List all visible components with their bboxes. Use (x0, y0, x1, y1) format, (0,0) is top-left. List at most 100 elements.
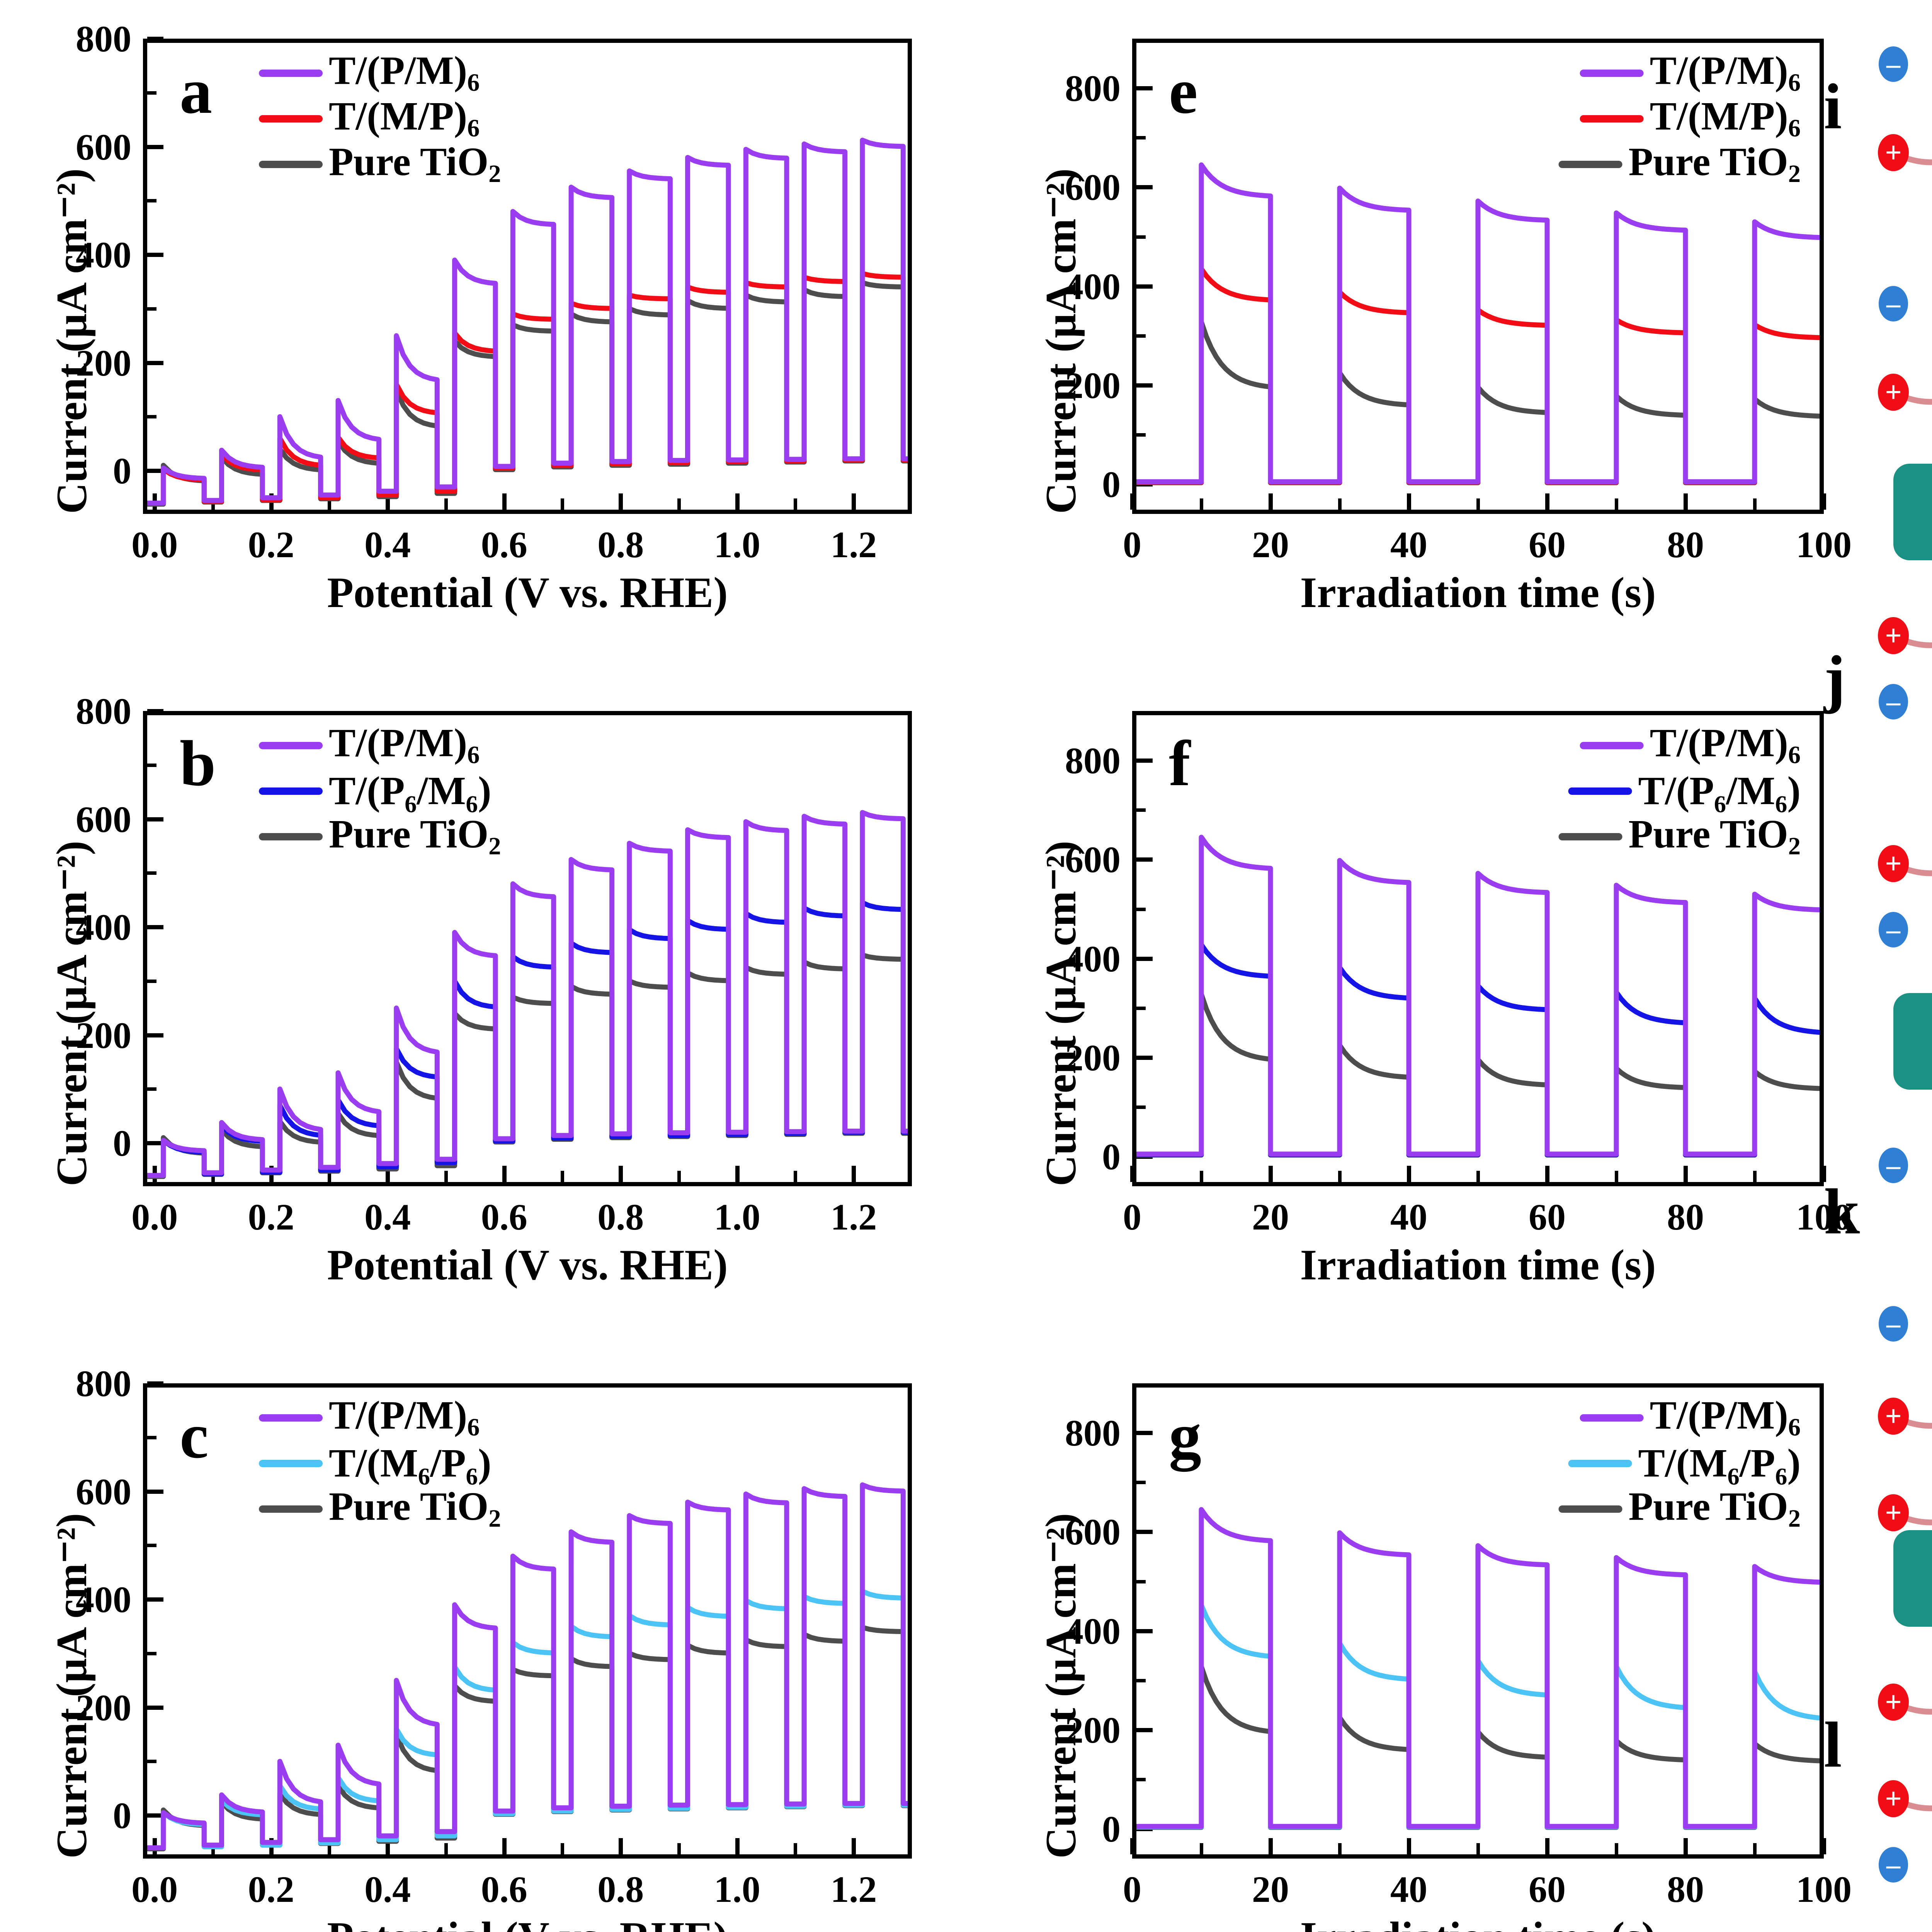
x-major-tick (619, 493, 623, 510)
x-major-tick (619, 1166, 623, 1182)
series-PureTiO (1136, 319, 1820, 485)
y-major-tick (1136, 1055, 1153, 1060)
x-major-tick (386, 493, 390, 510)
anion-icon: – (1879, 1306, 1908, 1342)
legend-item[interactable]: T/(M/P)6 (259, 96, 480, 141)
y-major-tick (147, 1381, 163, 1386)
x-tick-label: 20 (1252, 1196, 1289, 1238)
legend-label-mp6: T/(M/P)6 (1650, 94, 1801, 142)
x-major-tick (852, 493, 856, 510)
leaf-icon (1927, 1295, 1932, 1353)
x-minor-tick (794, 498, 798, 510)
x-major-tick (735, 1166, 740, 1182)
legend-item[interactable]: Pure TiO2 (259, 141, 501, 187)
legend-item[interactable]: T/(P/M)6 (259, 1395, 480, 1440)
x-major-tick (1822, 1166, 1826, 1182)
x-tick-label: 0.2 (248, 1196, 294, 1238)
x-major-tick (386, 1166, 390, 1182)
x-tick-label: 0.2 (248, 524, 294, 565)
x-major-tick (1545, 1838, 1549, 1854)
legend-item[interactable]: T/(M₆/P₆) (1568, 1440, 1801, 1486)
leaf-icon (1927, 1136, 1932, 1194)
x-tick-label: 100 (1796, 1869, 1852, 1910)
legend-swatch-p6m6 (1568, 787, 1632, 795)
legend-label-pure: Pure TiO2 (1628, 812, 1801, 860)
y-minor-tick (147, 1435, 156, 1439)
legend-item[interactable]: Pure TiO2 (1558, 141, 1801, 187)
substrate-block-j: TiO2 NRs (1893, 993, 1932, 1090)
y-major-tick (1136, 857, 1153, 862)
y-minor-tick (1136, 1105, 1146, 1109)
legend-item[interactable]: T/(M/P)6 (1580, 96, 1801, 141)
panel-letter-l: l (1824, 1709, 1842, 1781)
x-minor-tick (1615, 1171, 1618, 1182)
legend-item[interactable]: T/(P/M)6 (1580, 50, 1801, 96)
y-minor-tick (1136, 1679, 1146, 1682)
legend-item[interactable]: T/(M₆/P₆) (259, 1440, 491, 1486)
x-tick-label: 0 (1123, 1869, 1141, 1910)
panel-letter-b: b (180, 728, 216, 799)
x-minor-tick (328, 1171, 332, 1182)
y-minor-tick (1136, 334, 1146, 338)
y-minor-tick (147, 1651, 156, 1655)
legend-item[interactable]: T/(P₆/M₆) (259, 768, 491, 814)
x-major-tick (852, 1166, 856, 1182)
legend-item[interactable]: T/(P/M)6 (259, 723, 480, 768)
cation-icon: + (1878, 134, 1909, 171)
x-tick-label: 0.8 (597, 524, 644, 565)
x-tick-label: 1.2 (830, 1869, 877, 1910)
x-minor-tick (1200, 1171, 1203, 1182)
cation-icon: + (1878, 1398, 1909, 1435)
x-tick-label: 0.8 (597, 1196, 644, 1238)
x-tick-label: 0.0 (131, 1196, 178, 1238)
x-tick-label: 0.4 (364, 1196, 411, 1238)
y-minor-tick (147, 91, 156, 95)
legend-item[interactable]: T/(P₆/M₆) (1568, 768, 1801, 814)
y-tick-label: 600 (76, 126, 131, 168)
legend-item[interactable]: Pure TiO2 (259, 814, 501, 859)
legend-item[interactable]: Pure TiO2 (1558, 1486, 1801, 1532)
x-tick-label: 60 (1529, 524, 1566, 565)
legend-swatch-pure (259, 1505, 323, 1513)
series-TMP (1136, 1602, 1820, 1830)
x-major-tick (1684, 1838, 1688, 1854)
y-minor-tick (1136, 136, 1146, 140)
legend-label-pm6: T/(P/M)6 (1650, 48, 1801, 97)
legend-swatch-pm6 (1580, 742, 1644, 749)
y-major-tick (147, 709, 163, 713)
y-tick-label: 0 (1102, 1808, 1121, 1850)
y-minor-tick (1136, 808, 1146, 812)
x-axis-title: Potential (V vs. RHE) (327, 1913, 728, 1932)
legend-swatch-pm6 (259, 742, 323, 749)
series-TMP (147, 1588, 908, 1850)
y-tick-label: 0 (113, 1122, 131, 1164)
schematic-i: –––––+++++–––––+++++TiO2 NRsT/(P/M)₆ (1878, 23, 1932, 564)
y-major-tick (1136, 759, 1153, 763)
cation-icon: + (1878, 1494, 1909, 1531)
legend-item[interactable]: Pure TiO2 (1558, 812, 1801, 860)
legend-item[interactable]: T/(P/M)6 (1580, 1395, 1801, 1440)
x-tick-label: 1.0 (714, 1196, 760, 1238)
x-minor-tick (1476, 1843, 1480, 1854)
legend-item[interactable]: T/(P/M)6 (259, 50, 480, 96)
leaf-icon (1927, 673, 1932, 731)
y-axis-title: Current (μA cm⁻²) (1037, 168, 1085, 514)
cation-icon: + (1878, 1780, 1909, 1817)
x-major-tick (852, 1838, 856, 1854)
y-tick-label: 800 (76, 18, 131, 60)
schematic-j: +++++–––––+++++–––––TiO2 NRsT/(M/P)₆ (1878, 595, 1932, 1094)
y-tick-label: 800 (76, 1363, 131, 1404)
anion-icon: – (1879, 286, 1908, 321)
y-major-tick (147, 1597, 163, 1602)
curves-b (147, 810, 908, 1179)
legend-e: T/(P/M)6 T/(M/P)6 Pure TiO2 (1558, 50, 1801, 187)
x-tick-label: 60 (1529, 1196, 1566, 1238)
legend-item[interactable]: T/(P/M)6 (1580, 723, 1801, 768)
legend-item[interactable]: Pure TiO2 (259, 1486, 501, 1532)
y-minor-tick (147, 1760, 156, 1764)
x-minor-tick (677, 498, 681, 510)
x-minor-tick (1200, 498, 1203, 510)
y-minor-tick (1136, 1481, 1146, 1485)
legend-label-pm6: T/(P/M)6 (1650, 721, 1801, 769)
